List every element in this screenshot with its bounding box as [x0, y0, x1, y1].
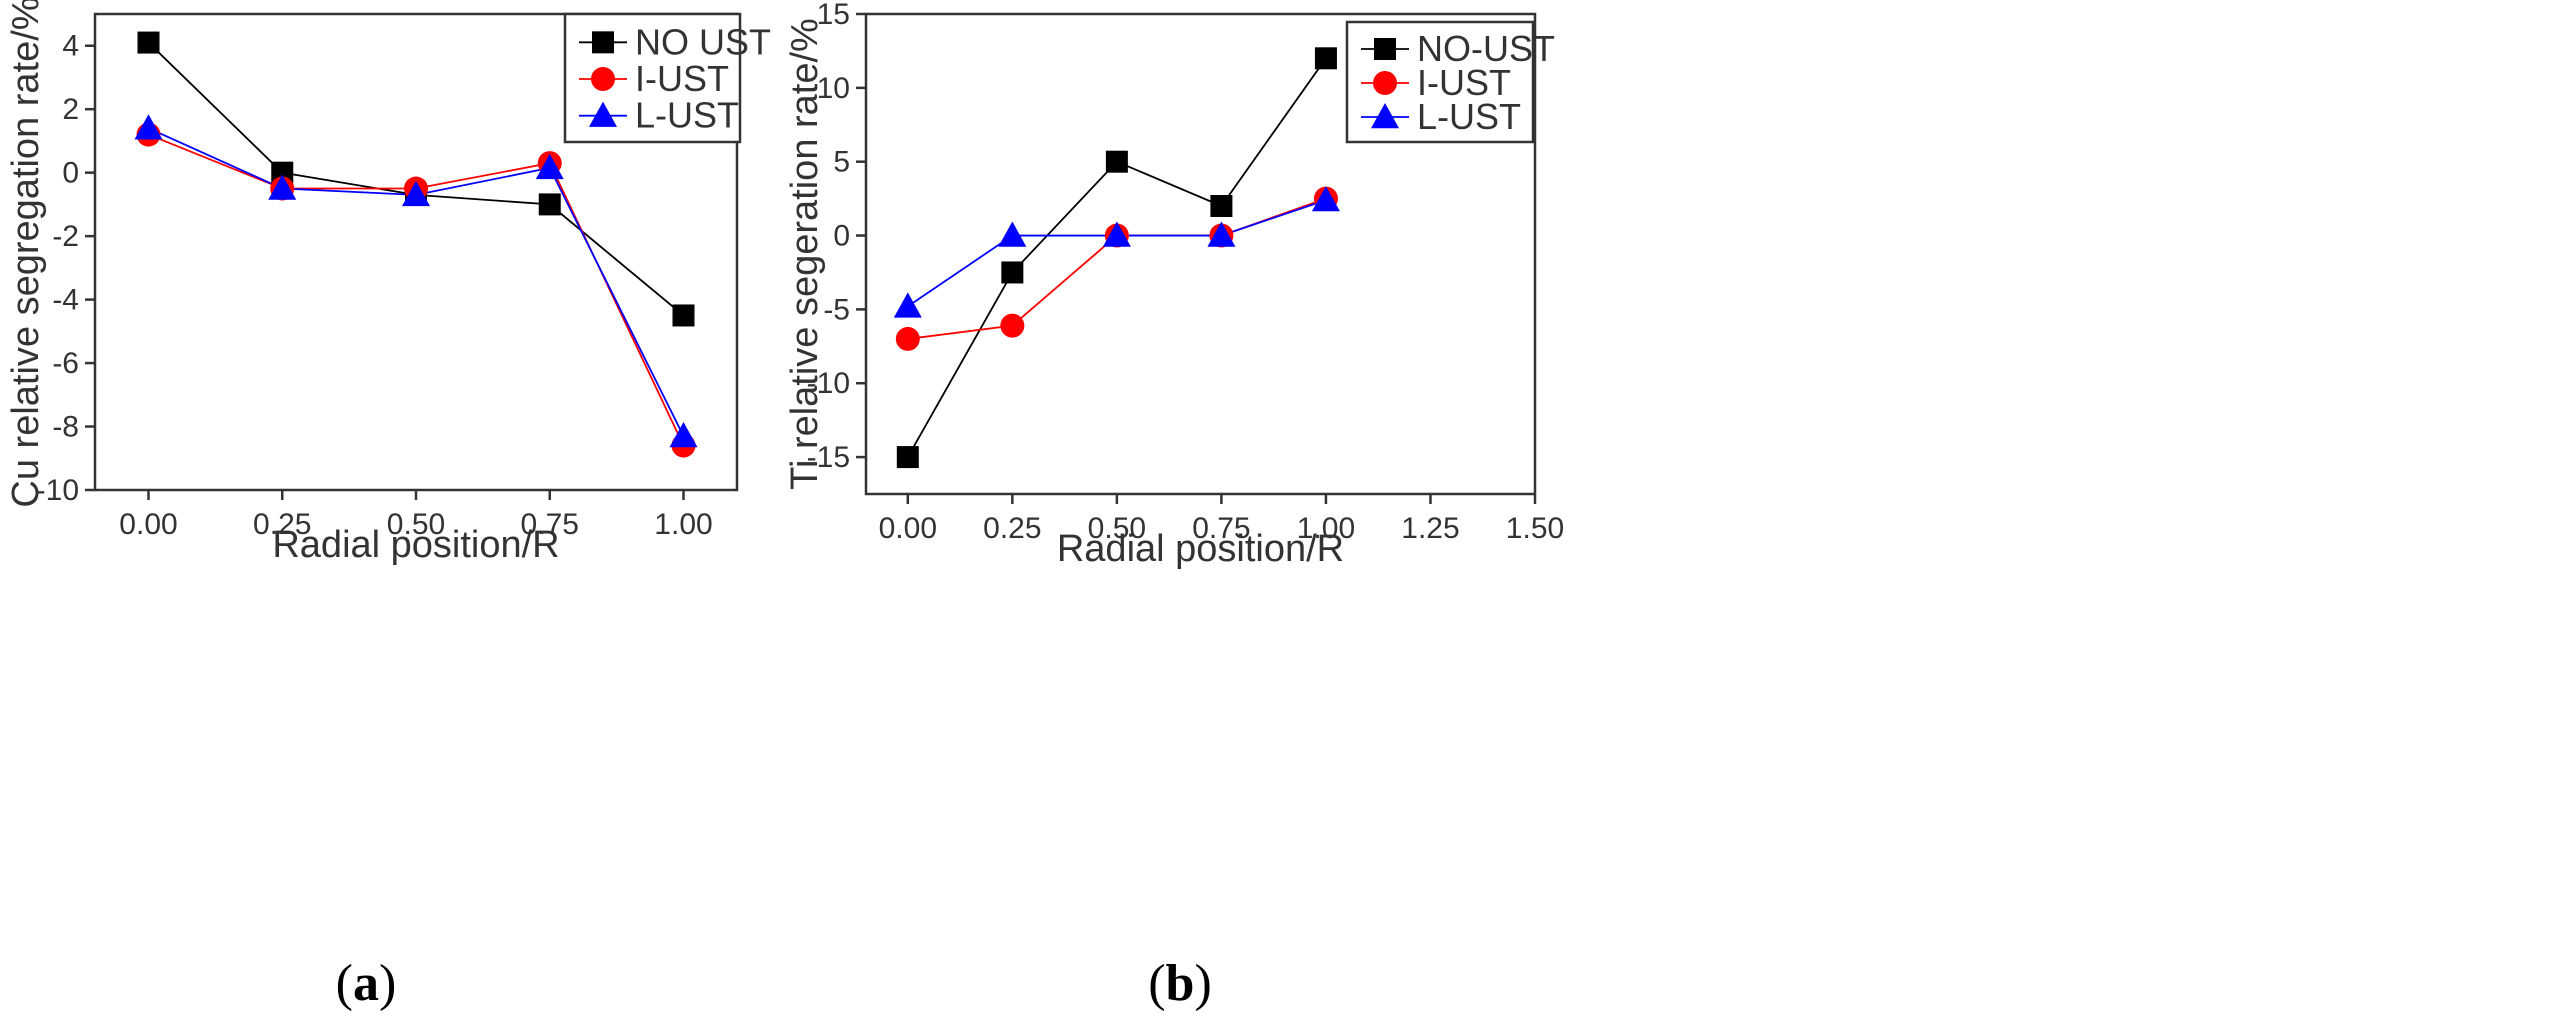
data-point [1311, 186, 1340, 212]
data-point [1105, 150, 1128, 173]
x-tick-label: 0.75 [521, 508, 579, 541]
legend-label: L-UST [635, 95, 739, 136]
plot-area-frame [864, 12, 1537, 496]
data-point [1001, 261, 1024, 284]
legend-label: NO-UST [1417, 28, 1555, 69]
y-tick-label: 10 [817, 72, 850, 105]
y-tick-label: -10 [807, 367, 850, 400]
x-tick-label: 0.50 [387, 508, 445, 541]
series-no-ust [907, 57, 1327, 458]
y-tick-label: 0 [62, 157, 79, 190]
legend-marker [1374, 38, 1396, 60]
chart-panel-b: 0.00 0.25 0.50 0.75 1.00 1.25 1.50 -15 -10 -5 0 5 10… [784, 0, 1564, 1012]
x-tick-label: 1.00 [654, 508, 712, 541]
series-markers-l-ust [134, 114, 698, 448]
x-tick-label: 1.25 [1401, 512, 1459, 545]
x-tick-label: 0.50 [1088, 512, 1146, 545]
x-tick-label: 0.00 [119, 508, 177, 541]
y-tick-label: 2 [62, 93, 79, 126]
series-line [907, 57, 1327, 458]
data-point [669, 422, 698, 448]
data-point [672, 304, 695, 327]
y-axis-title: Cu relative segregation rate/% [5, 0, 47, 508]
legend-marker [589, 101, 617, 127]
panel-label: (b) [1148, 955, 1212, 1012]
legend-marker [591, 67, 615, 91]
data-point [1102, 221, 1131, 247]
data-point [896, 446, 919, 469]
y-tick-label: -8 [52, 411, 79, 444]
series-i-ust [907, 197, 1327, 340]
x-tick-label: 0.75 [1192, 512, 1250, 545]
legend-label: NO UST [635, 21, 771, 62]
series-line [907, 197, 1327, 340]
y-tick-label: -2 [52, 220, 79, 253]
data-point [137, 31, 160, 54]
legend-label: I-UST [1417, 62, 1511, 103]
data-point [1207, 221, 1236, 247]
data-point [268, 174, 297, 200]
data-point [895, 326, 920, 351]
x-axis-title: Radial position/R [272, 524, 559, 566]
data-point [1000, 313, 1025, 338]
y-tick-label: 5 [833, 146, 850, 179]
x-tick-label: 0.00 [879, 512, 937, 545]
data-point [998, 221, 1027, 247]
x-tick-label: 0.25 [253, 508, 311, 541]
y-tick-label: -5 [823, 293, 850, 326]
data-point [893, 292, 922, 318]
y-tick-label: -4 [52, 284, 79, 317]
chart-panel-a: 0.00 0.25 0.50 0.75 1.00 -10 -8 -6 -4 -2 0 2 4 Radial… [5, 0, 771, 1012]
x-axis-title: Radial position/R [1057, 528, 1344, 570]
y-tick-label: -10 [36, 474, 79, 507]
data-point [535, 153, 564, 180]
x-tick-label: 1.00 [1297, 512, 1355, 545]
legend-label: L-UST [1417, 96, 1521, 137]
panel-label: (a) [336, 955, 397, 1012]
legend-marker [1373, 71, 1397, 95]
x-tick-label: 0.25 [983, 512, 1041, 545]
y-tick-label: -15 [807, 441, 850, 474]
data-point [1210, 195, 1233, 217]
legend-marker [1371, 103, 1399, 129]
series-l-ust [907, 199, 1327, 308]
y-tick-label: 15 [817, 0, 850, 31]
y-tick-label: 0 [833, 220, 850, 253]
data-point [402, 180, 430, 207]
y-tick-label: 4 [62, 30, 79, 63]
legend-marker [592, 31, 614, 54]
series-l-ust [148, 127, 685, 437]
data-point [538, 193, 561, 216]
series-line [148, 127, 685, 437]
series-markers-no-ust [896, 47, 1337, 469]
y-tick-label: -6 [52, 347, 79, 380]
series-markers-l-ust [893, 186, 1340, 318]
y-axis-title: Ti relative segeration rate/% [784, 18, 826, 490]
data-point [1314, 47, 1337, 70]
x-tick-label: 1.50 [1506, 512, 1564, 545]
series-line [907, 199, 1327, 308]
legend-label: I-UST [635, 58, 729, 99]
data-point [134, 114, 163, 140]
